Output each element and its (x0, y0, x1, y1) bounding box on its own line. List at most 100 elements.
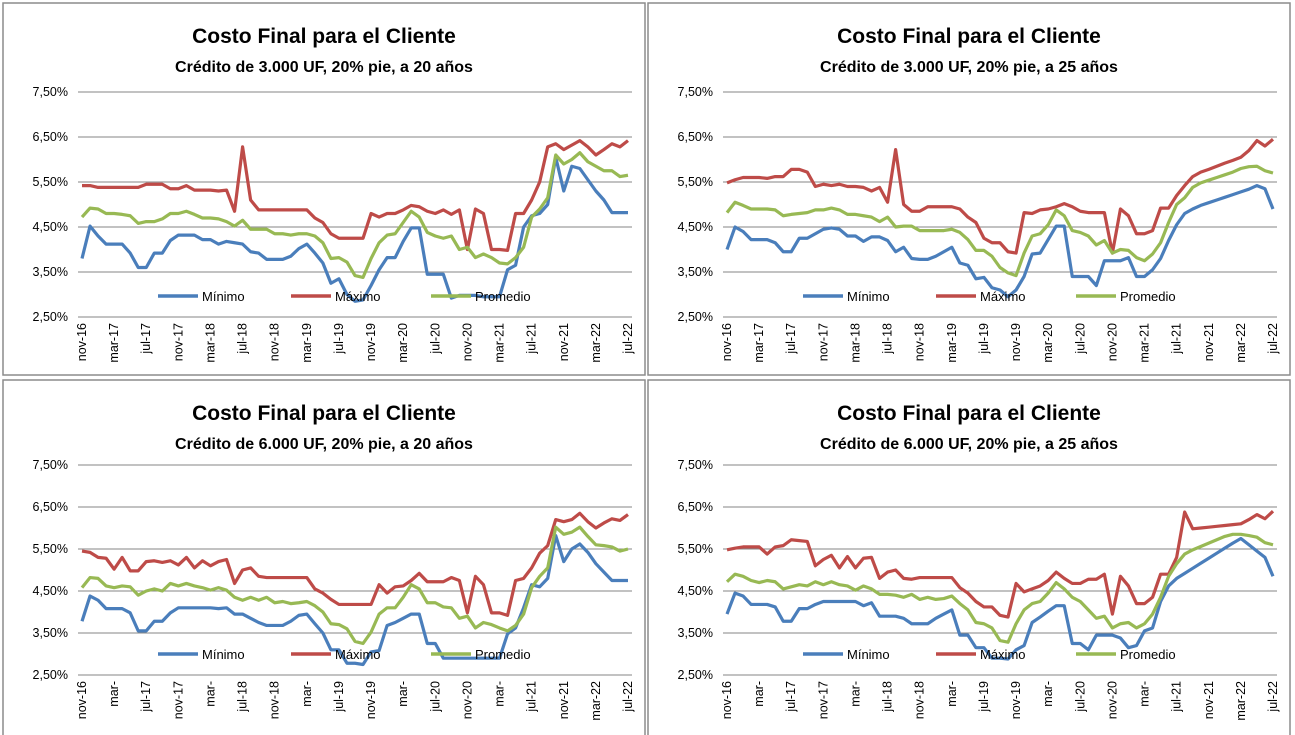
panel-border (2, 379, 646, 735)
y-tick-label: 6,50% (33, 130, 68, 144)
x-tick-label: jul-17 (139, 323, 153, 355)
x-tick-label: nov-19 (364, 681, 378, 719)
x-tick-label: jul-21 (525, 681, 539, 713)
x-tick-label: jul-20 (428, 323, 442, 355)
x-tick-label: nov-21 (1202, 681, 1216, 719)
legend-label: Máximo (335, 289, 381, 304)
y-tick-label: 5,50% (33, 175, 68, 189)
chart-subtitle: Crédito de 3.000 UF, 20% pie, a 25 años (820, 59, 1118, 76)
y-tick-label: 7,50% (33, 458, 68, 472)
x-tick-label: nov-18 (268, 681, 282, 719)
x-tick-label: mar- (203, 681, 217, 707)
x-tick-label: jul-21 (1170, 323, 1184, 355)
x-tick-label: mar- (300, 681, 314, 707)
legend-label: Promedio (1120, 647, 1176, 662)
x-tick-label: jul-17 (784, 323, 798, 355)
series-line (725, 164, 1274, 278)
x-tick-label: mar- (945, 681, 959, 707)
y-tick-label: 5,50% (678, 175, 713, 189)
chart-title: Costo Final para el Cliente (837, 25, 1101, 48)
series-line (726, 138, 1275, 255)
x-tick-label: nov-20 (460, 681, 474, 719)
x-tick-label: jul-21 (525, 323, 539, 355)
x-tick-label: jul-20 (1073, 323, 1087, 355)
y-tick-label: 6,50% (678, 130, 713, 144)
x-tick-label: nov-18 (913, 681, 927, 719)
x-tick-label: jul-18 (236, 681, 250, 713)
x-tick-label: jul-20 (428, 681, 442, 713)
x-tick-label: nov-18 (913, 323, 927, 361)
x-tick-label: jul-20 (1073, 681, 1087, 713)
y-tick-label: 7,50% (33, 85, 68, 99)
legend-label: Máximo (980, 647, 1026, 662)
x-tick-label: nov-20 (1105, 323, 1119, 361)
legend-label: Mínimo (202, 647, 245, 662)
x-tick-label: jul-18 (236, 323, 250, 355)
x-tick-label: nov-17 (816, 323, 830, 361)
series-line (80, 155, 628, 303)
x-tick-label: mar-20 (1041, 323, 1055, 363)
x-tick-label: nov-17 (171, 323, 185, 361)
chart-title: Costo Final para el Cliente (192, 25, 456, 48)
y-tick-label: 2,50% (33, 668, 68, 682)
x-tick-label: jul-22 (1266, 681, 1280, 713)
panel-border (2, 2, 646, 376)
series-line (726, 510, 1275, 619)
x-tick-label: nov-17 (816, 681, 830, 719)
legend-label: Promedio (475, 647, 531, 662)
panel-border (647, 379, 1291, 735)
y-tick-label: 4,50% (33, 220, 68, 234)
x-tick-label: mar-22 (589, 323, 603, 363)
x-tick-label: nov-20 (460, 323, 474, 361)
legend-label: Promedio (475, 289, 531, 304)
chart-panel: Costo Final para el Cliente Crédito de 6.… (647, 379, 1291, 735)
x-tick-label: jul-22 (1266, 323, 1280, 355)
legend-label: Máximo (335, 647, 381, 662)
x-tick-label: mar-22 (589, 681, 603, 721)
y-tick-label: 4,50% (678, 584, 713, 598)
x-tick-label: mar-18 (203, 323, 217, 363)
x-tick-label: jul-21 (1170, 681, 1184, 713)
chart-subtitle: Crédito de 3.000 UF, 20% pie, a 20 años (175, 59, 473, 76)
panel-border (647, 2, 1291, 376)
x-tick-label: mar-20 (396, 323, 410, 363)
chart-panel: Costo Final para el Cliente Crédito de 3.… (2, 2, 646, 376)
x-tick-label: jul-18 (881, 323, 895, 355)
y-tick-label: 2,50% (678, 668, 713, 682)
x-tick-label: mar- (752, 681, 766, 707)
legend-label: Promedio (1120, 289, 1176, 304)
x-tick-label: nov-18 (268, 323, 282, 361)
y-tick-label: 5,50% (33, 542, 68, 556)
x-tick-label: nov-19 (364, 323, 378, 361)
x-tick-label: jul-19 (332, 681, 346, 713)
x-tick-label: jul-19 (332, 323, 346, 355)
x-tick-label: mar- (493, 681, 507, 707)
legend-label: Mínimo (202, 289, 245, 304)
series-line (725, 184, 1275, 299)
chart-panel: Costo Final para el Cliente Crédito de 6.… (2, 379, 646, 735)
chart-subtitle: Crédito de 6.000 UF, 20% pie, a 20 años (175, 436, 473, 453)
x-tick-label: nov-17 (171, 681, 185, 719)
x-tick-label: mar-17 (752, 323, 766, 363)
y-tick-label: 4,50% (33, 584, 68, 598)
x-tick-label: nov-19 (1009, 681, 1023, 719)
x-tick-label: jul-19 (977, 323, 991, 355)
y-tick-label: 6,50% (678, 500, 713, 514)
y-tick-label: 2,50% (33, 310, 68, 324)
x-tick-label: nov-19 (1009, 323, 1023, 361)
series-line (80, 525, 629, 646)
x-tick-label: jul-19 (977, 681, 991, 713)
x-tick-label: nov-16 (720, 681, 734, 719)
x-tick-label: mar-18 (848, 323, 862, 363)
x-tick-label: mar- (1138, 681, 1152, 707)
x-tick-label: nov-16 (75, 323, 89, 361)
y-tick-label: 7,50% (678, 85, 713, 99)
chart-title: Costo Final para el Cliente (192, 402, 456, 425)
x-tick-label: mar-22 (1234, 323, 1248, 363)
x-tick-label: mar-19 (300, 323, 314, 363)
y-tick-label: 3,50% (33, 265, 68, 279)
x-tick-label: mar- (107, 681, 121, 707)
y-tick-label: 4,50% (678, 220, 713, 234)
x-tick-label: jul-22 (621, 681, 635, 713)
